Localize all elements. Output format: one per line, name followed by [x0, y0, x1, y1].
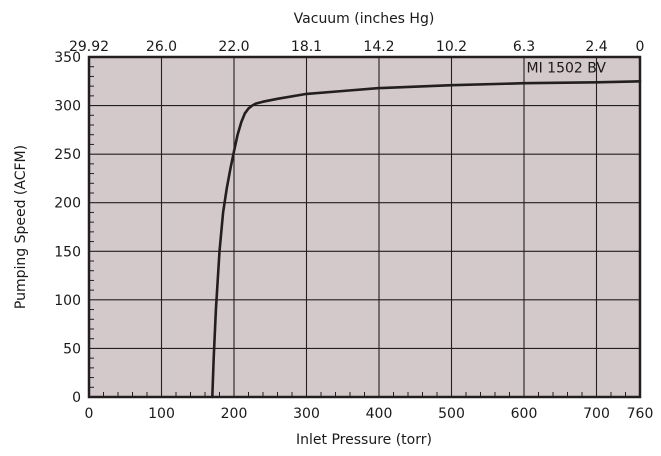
- plot-frame: [87, 55, 642, 399]
- y-axis-title: Pumping Speed (ACFM): [13, 145, 29, 309]
- grid: [89, 57, 640, 397]
- top-tick-label: 14.2: [363, 39, 394, 55]
- series-lines: [211, 80, 642, 399]
- series-label: MI 1502 BV: [527, 60, 607, 76]
- top-axis-title: Vacuum (inches Hg): [294, 11, 435, 27]
- x-tick-label: 0: [85, 406, 94, 422]
- y-tick-label: 300: [54, 99, 81, 115]
- y-tick-label: 150: [54, 244, 81, 260]
- top-tick-label: 22.0: [218, 39, 249, 55]
- series-labels: MI 1502 BV: [527, 60, 607, 76]
- x-tick-label: 600: [511, 406, 538, 422]
- x-tick-label: 500: [438, 406, 465, 422]
- top-tick-label: 26.0: [146, 39, 177, 55]
- top-tick-label: 6.3: [513, 39, 535, 55]
- x-tick-label: 200: [221, 406, 248, 422]
- y-tick-label: 250: [54, 147, 81, 163]
- y-tick-labels: 0 50 100 150 200 250 300 350: [54, 50, 81, 406]
- plot-background: [89, 57, 640, 397]
- x-tick-labels: 0 100 200 300 400 500 600 700 760: [85, 406, 654, 422]
- top-tick-label: 29.92: [69, 39, 109, 55]
- y-tick-label: 350: [54, 50, 81, 66]
- top-tick-label: 18.1: [291, 39, 322, 55]
- top-tick-labels: 29.92 26.0 22.0 18.1 14.2 10.2 6.3 2.4 0: [69, 39, 645, 55]
- series-line: [211, 80, 642, 399]
- x-axis-title: Inlet Pressure (torr): [296, 432, 432, 448]
- x-tick-label: 700: [583, 406, 610, 422]
- top-tick-label: 2.4: [585, 39, 607, 55]
- y-tick-label: 50: [63, 341, 81, 357]
- top-tick-label: 10.2: [436, 39, 467, 55]
- x-tick-label: 300: [293, 406, 320, 422]
- top-tick-label: 0: [636, 39, 645, 55]
- y-tick-label: 100: [54, 293, 81, 309]
- x-tick-label: 100: [148, 406, 175, 422]
- y-tick-label: 0: [72, 390, 81, 406]
- x-tick-label: 760: [627, 406, 654, 422]
- y-tick-label: 200: [54, 196, 81, 212]
- x-tick-label: 400: [366, 406, 393, 422]
